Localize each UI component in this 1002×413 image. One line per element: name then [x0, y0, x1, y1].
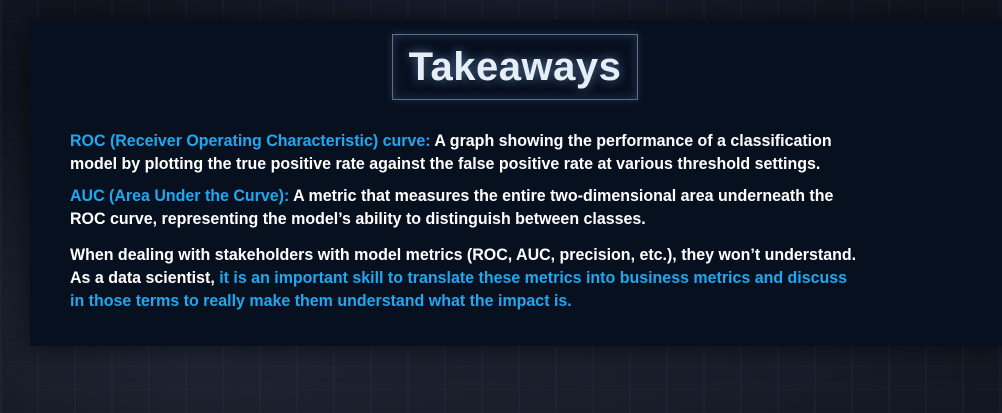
roc-term: ROC (Receiver Operating Characteristic) … [70, 131, 431, 150]
roc-definition: ROC (Receiver Operating Characteristic) … [70, 129, 916, 175]
auc-text-line2: ROC curve, representing the model’s abil… [70, 209, 646, 228]
auc-definition: AUC (Area Under the Curve): A metric tha… [70, 184, 916, 230]
auc-text-line1: A metric that measures the entire two-di… [289, 186, 834, 205]
stakeholder-line3-highlight: in those terms to really make them under… [70, 291, 572, 310]
content-panel [30, 20, 1002, 346]
stakeholder-note: When dealing with stakeholders with mode… [70, 243, 916, 312]
roc-text-line1: A graph showing the performance of a cla… [430, 131, 832, 150]
takeaways-content: ROC (Receiver Operating Characteristic) … [70, 129, 916, 312]
stakeholder-line1: When dealing with stakeholders with mode… [70, 245, 857, 264]
stakeholder-line2-plain: As a data scientist, [70, 268, 220, 287]
stakeholder-line2-highlight: it is an important skill to translate th… [219, 268, 848, 287]
roc-text-line2: model by plotting the true positive rate… [70, 154, 821, 173]
auc-term: AUC (Area Under the Curve): [70, 186, 290, 205]
slide-title: Takeaways [408, 44, 622, 89]
title-box: Takeaways [392, 34, 638, 100]
